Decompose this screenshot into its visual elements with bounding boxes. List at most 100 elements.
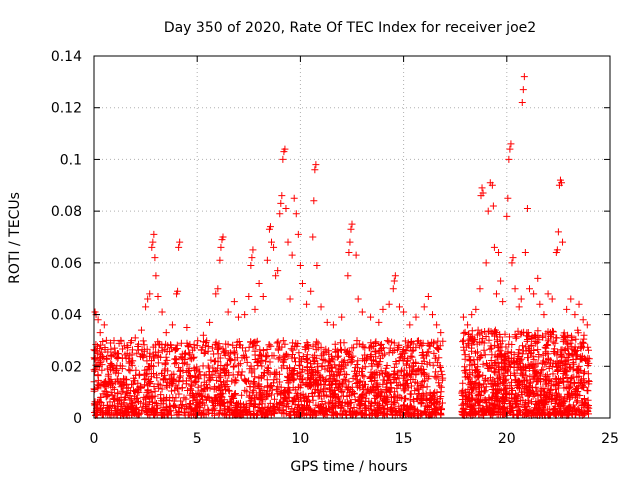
- data-point: [216, 256, 224, 264]
- y-axis-label: ROTI / TECUs: [7, 192, 23, 284]
- data-point: [266, 223, 274, 231]
- data-point: [490, 243, 498, 251]
- data-point: [459, 313, 467, 321]
- data-point: [94, 316, 102, 324]
- data-point: [152, 272, 160, 280]
- data-point: [464, 321, 472, 329]
- data-point: [358, 308, 366, 316]
- data-point: [505, 155, 513, 163]
- y-tick-label: 0.12: [51, 101, 82, 117]
- data-point: [224, 308, 232, 316]
- data-point: [100, 321, 108, 329]
- data-point: [390, 277, 398, 285]
- data-point: [379, 305, 387, 313]
- data-point: [395, 303, 403, 311]
- data-point: [400, 308, 408, 316]
- data-point: [234, 313, 242, 321]
- chart-title: Day 350 of 2020, Rate Of TEC Index for r…: [164, 20, 536, 36]
- data-point: [323, 318, 331, 326]
- y-tick-label: 0: [73, 411, 82, 427]
- data-point: [290, 194, 298, 202]
- data-point: [338, 313, 346, 321]
- y-tick-label: 0.14: [51, 49, 82, 65]
- data-point: [270, 243, 278, 251]
- data-point: [492, 290, 500, 298]
- data-point: [168, 321, 176, 329]
- data-point: [282, 205, 290, 213]
- data-point: [375, 318, 383, 326]
- data-point: [117, 336, 125, 344]
- data-point: [230, 298, 238, 306]
- data-point: [279, 155, 287, 163]
- data-point: [520, 73, 528, 81]
- data-point: [199, 331, 207, 339]
- data-point: [540, 311, 548, 319]
- data-point: [420, 303, 428, 311]
- data-point: [499, 298, 507, 306]
- data-point: [251, 305, 259, 313]
- x-tick-label: 25: [601, 431, 619, 447]
- data-point: [298, 280, 306, 288]
- data-point: [111, 344, 119, 352]
- data-point: [303, 300, 311, 308]
- data-point: [437, 329, 445, 337]
- data-point: [146, 290, 154, 298]
- data-point: [149, 238, 157, 246]
- data-point: [391, 272, 399, 280]
- x-tick-label: 20: [498, 431, 516, 447]
- data-point: [277, 199, 285, 207]
- data-point: [553, 246, 561, 254]
- data-point: [484, 207, 492, 215]
- data-point: [557, 179, 565, 187]
- data-point: [183, 324, 191, 331]
- data-point: [263, 256, 271, 264]
- data-point: [268, 238, 276, 246]
- data-point: [354, 295, 362, 303]
- data-point: [272, 272, 280, 280]
- data-point: [245, 292, 253, 300]
- data-point: [307, 287, 315, 295]
- data-point: [385, 300, 393, 308]
- data-point: [488, 181, 496, 189]
- scatter-points: [90, 73, 593, 419]
- data-point: [554, 228, 562, 236]
- data-point: [96, 329, 104, 337]
- data-point: [317, 303, 325, 311]
- data-point: [482, 259, 490, 267]
- data-point: [310, 197, 318, 205]
- data-point: [206, 318, 214, 326]
- data-point: [214, 285, 222, 293]
- data-point: [142, 303, 150, 311]
- data-point: [428, 311, 436, 319]
- data-point: [294, 230, 302, 238]
- x-tick-label: 15: [395, 431, 413, 447]
- data-point: [509, 254, 517, 262]
- data-point: [151, 254, 159, 262]
- data-point: [548, 295, 556, 303]
- data-point: [534, 274, 542, 282]
- data-point: [526, 285, 534, 293]
- data-point: [278, 192, 286, 200]
- data-point: [497, 277, 505, 285]
- data-point: [150, 230, 158, 238]
- data-point: [519, 86, 527, 94]
- data-point: [219, 233, 227, 241]
- y-tick-label: 0.1: [60, 152, 82, 168]
- data-point: [284, 238, 292, 246]
- data-point: [530, 290, 538, 298]
- data-point: [158, 308, 166, 316]
- data-point: [248, 254, 256, 262]
- data-point: [174, 287, 182, 295]
- data-point: [137, 326, 145, 334]
- data-point: [476, 285, 484, 293]
- data-point: [348, 220, 356, 228]
- data-point: [412, 313, 420, 321]
- data-point: [344, 272, 352, 280]
- data-point: [286, 295, 294, 303]
- data-point: [518, 99, 526, 107]
- data-point: [511, 285, 519, 293]
- data-point: [154, 292, 162, 300]
- data-point: [311, 166, 319, 174]
- data-point: [367, 313, 375, 321]
